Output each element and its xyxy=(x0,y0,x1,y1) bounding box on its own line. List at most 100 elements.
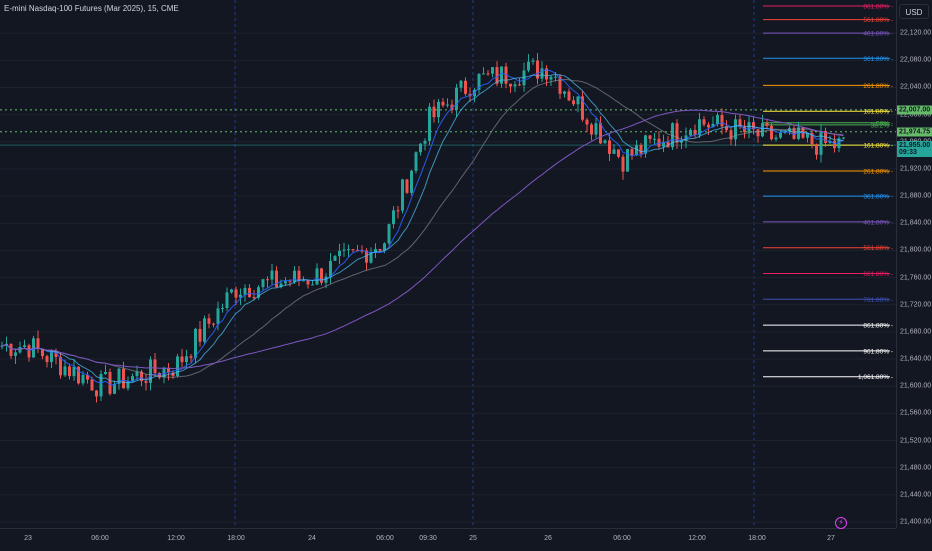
candle-body xyxy=(293,270,296,283)
candle-body xyxy=(644,135,647,154)
candle-body xyxy=(306,280,310,285)
time-axis[interactable]: 23 06:00 12:00 18:00 24 06:00 09:30 25 26 06:00 12… xyxy=(0,528,896,551)
candle-body xyxy=(698,119,701,136)
candle-body xyxy=(419,143,422,153)
candle-body xyxy=(54,351,58,358)
candle-body xyxy=(180,356,184,363)
price-tick-label: 21,480.00 xyxy=(900,464,932,472)
currency-button[interactable]: USD xyxy=(899,4,929,19)
candle-body xyxy=(680,140,683,143)
candle-body xyxy=(455,87,458,110)
fib-level-label: 361.80% - xyxy=(863,194,893,201)
candle-body xyxy=(693,129,697,136)
flash-icon[interactable]: ⚡ xyxy=(835,517,847,529)
candle-body xyxy=(513,84,517,87)
candle-body xyxy=(509,83,512,87)
candle-body xyxy=(315,268,319,285)
fib-level-label: 861.80% - xyxy=(863,4,893,11)
fib-level-label: 1,061.80% - xyxy=(858,374,893,381)
candle-body xyxy=(257,287,260,298)
chart-area[interactable]: 861.80% - 561.80% - 461.80% - 361.80% - 261.… xyxy=(0,0,896,528)
fib-level-label: 161.80% - xyxy=(863,109,893,116)
ma-line-fast xyxy=(1,69,844,386)
candle-body xyxy=(158,372,161,378)
price-tick-label: 22,120.00 xyxy=(900,29,932,37)
candle-body xyxy=(716,115,719,124)
time-tick-label: 18:00 xyxy=(227,535,245,542)
time-tick-label: 06:00 xyxy=(376,535,394,542)
price-tick-label: 21,920.00 xyxy=(900,165,932,173)
candle-body xyxy=(356,249,359,251)
price-tag: 21,955.00 09:33 xyxy=(897,141,932,158)
fib-level-label: 661.80% - xyxy=(863,271,893,278)
candle-body xyxy=(441,101,445,106)
price-tick-label: 21,640.00 xyxy=(900,355,932,363)
candle-body xyxy=(194,328,197,358)
candle-body xyxy=(819,130,823,155)
candle-body xyxy=(639,145,643,154)
candle-body xyxy=(36,338,40,349)
candle-body xyxy=(27,345,31,358)
fib-level-label: 461.80% - xyxy=(863,219,893,226)
candle-body xyxy=(320,268,323,283)
candle-body xyxy=(261,279,265,288)
candle-body xyxy=(585,119,589,125)
candle-body xyxy=(590,124,593,135)
candle-body xyxy=(0,345,4,347)
candle-body xyxy=(153,359,157,373)
price-tick-label: 21,440.00 xyxy=(900,491,932,499)
candle-body xyxy=(68,366,71,377)
candle-body xyxy=(225,292,229,308)
candle-body xyxy=(437,101,440,118)
price-tag-value: 21,974.75 xyxy=(899,128,931,136)
candle-body xyxy=(806,133,809,138)
fib-level-label: 961.80% - xyxy=(863,348,893,355)
candle-body xyxy=(837,138,841,149)
candle-body xyxy=(99,374,103,397)
candle-body xyxy=(90,379,94,391)
candle-body xyxy=(707,124,710,128)
candle-body xyxy=(167,367,170,373)
price-tag-value: 22,007.00 xyxy=(899,106,931,114)
time-tick-label: 26 xyxy=(544,535,552,542)
candle-body xyxy=(329,260,332,277)
candle-body xyxy=(234,289,238,298)
candle-body xyxy=(266,279,269,281)
candle-body xyxy=(486,73,490,75)
time-tick-label: 23 xyxy=(24,535,32,542)
candle-body xyxy=(162,367,166,378)
candle-body xyxy=(189,356,193,358)
candle-body xyxy=(63,366,67,376)
candle-body xyxy=(603,140,607,144)
candle-body xyxy=(342,249,346,251)
candle-body xyxy=(423,140,427,144)
ma-line-mid xyxy=(1,73,844,384)
candle-body xyxy=(230,289,233,293)
candle-body xyxy=(374,248,377,253)
candle-body xyxy=(365,250,368,263)
candle-body xyxy=(50,351,53,363)
candle-body xyxy=(104,371,107,375)
price-tick-label: 22,000.00 xyxy=(900,111,932,119)
candle-body xyxy=(405,179,409,193)
candle-body xyxy=(378,248,382,251)
candle-body xyxy=(95,390,98,397)
fib-level-label: 261.80% - xyxy=(863,168,893,175)
candle-body xyxy=(198,328,202,342)
candle-body xyxy=(527,61,530,71)
candle-body xyxy=(77,366,80,384)
candle-body xyxy=(572,100,575,105)
candle-body xyxy=(23,345,26,348)
candle-body xyxy=(212,323,215,325)
price-axis[interactable]: 22,120.00 22,080.00 22,040.00 22,000.00 21,9… xyxy=(896,0,932,528)
candle-body xyxy=(729,130,733,140)
price-tick-label: 21,800.00 xyxy=(900,246,932,254)
candle-body xyxy=(351,249,355,251)
candle-body xyxy=(599,123,602,144)
time-tick-label: 12:00 xyxy=(167,535,185,542)
candle-body xyxy=(392,210,395,225)
candle-body xyxy=(401,179,404,211)
candle-body xyxy=(653,138,656,140)
candle-body xyxy=(675,123,679,143)
price-tick-label: 21,840.00 xyxy=(900,219,932,227)
